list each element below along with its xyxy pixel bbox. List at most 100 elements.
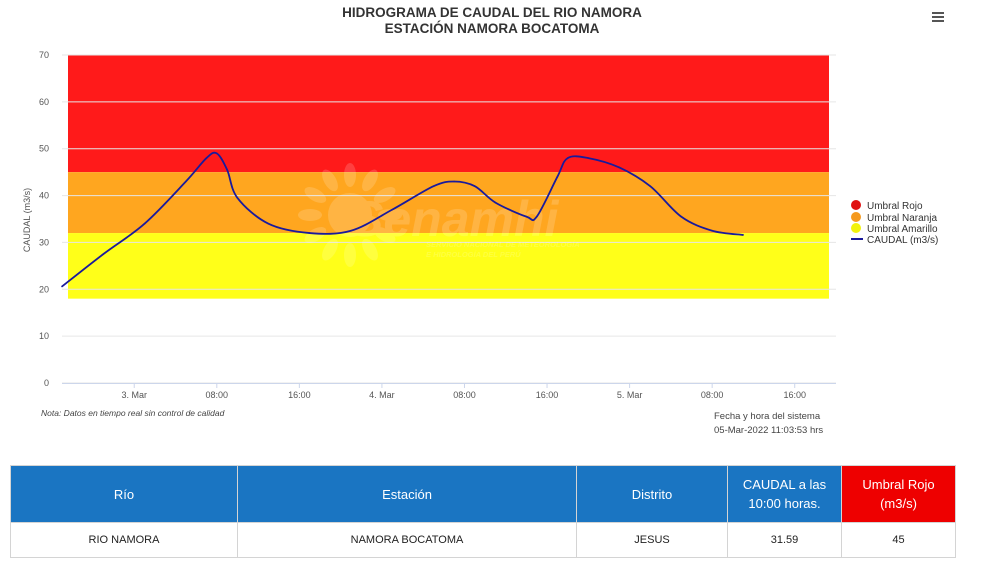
watermark-line-1: SERVICIO NACIONAL DE METEOROLOGÍA [426, 240, 580, 249]
cell-estacion: NAMORA BOCATOMA [237, 522, 577, 558]
cell-distrito: JESUS [576, 522, 728, 558]
chart-title-line-2: ESTACIÓN NAMORA BOCATOMA [384, 21, 600, 36]
series-layer [61, 151, 744, 288]
sun-ray [322, 169, 338, 192]
sun-ray [344, 243, 356, 267]
header-estacion: Estación [237, 465, 577, 523]
x-tick-label: 08:00 [701, 390, 724, 400]
data-point[interactable] [236, 197, 239, 199]
data-point[interactable] [226, 169, 228, 171]
sun-ray [373, 227, 396, 243]
sun-ray [298, 209, 322, 221]
hydrograph-chart: Senamhi SERVICIO NACIONAL DE METEOROLOGÍ… [22, 50, 836, 400]
chart-title-line-1: HIDROGRAMA DE CAUDAL DEL RIO NAMORA [342, 5, 642, 20]
data-quality-note: Nota: Datos en tiempo real sin control d… [41, 408, 225, 418]
yellow-dot-icon [851, 223, 861, 233]
senamhi-watermark: Senamhi SERVICIO NACIONAL DE METEOROLOGÍ… [298, 163, 580, 267]
data-point[interactable] [587, 157, 590, 159]
data-point[interactable] [494, 201, 497, 204]
x-tick-label: 16:00 [288, 390, 311, 400]
header-rio: Río [10, 465, 238, 523]
data-point[interactable] [525, 215, 528, 218]
legend-item-umbral-naranja[interactable]: Umbral Naranja [851, 211, 938, 224]
data-point[interactable] [102, 253, 105, 255]
cell-umbral-rojo: 45 [841, 522, 956, 558]
data-point[interactable] [556, 176, 559, 178]
sun-ray [344, 163, 356, 187]
legend-item-umbral-amarillo[interactable]: Umbral Amarillo [851, 223, 938, 235]
legend-label: Umbral Amarillo [867, 224, 938, 235]
table-row: RIO NAMORA NAMORA BOCATOMA JESUS 31.59 4… [10, 522, 956, 558]
legend-label: CAUDAL (m3/s) [867, 234, 939, 246]
data-point[interactable] [205, 157, 208, 159]
legend-item-caudal[interactable]: CAUDAL (m3/s) [851, 235, 938, 247]
header-caudal: CAUDAL a las 10:00 horas. [727, 465, 842, 523]
data-point[interactable] [474, 185, 476, 187]
line-marker-icon [851, 237, 863, 240]
data-point[interactable] [742, 234, 744, 236]
data-point[interactable] [350, 229, 352, 232]
legend-label: Umbral Rojo [867, 201, 923, 212]
data-point[interactable] [618, 166, 621, 169]
y-tick-label: 40 [39, 191, 49, 201]
sun-ray [362, 238, 378, 261]
orange-dot-icon [851, 211, 861, 222]
watermark-line-2: E HIDROLOGÍA DEL PERÚ [426, 250, 521, 259]
x-tick-label: 3. Mar [121, 390, 147, 400]
data-point[interactable] [308, 232, 311, 234]
x-tick-label: 4. Mar [369, 390, 395, 400]
data-point[interactable] [185, 180, 187, 183]
y-tick-label: 50 [39, 144, 49, 154]
data-point[interactable] [61, 285, 63, 288]
y-tick-label: 10 [39, 331, 49, 341]
sun-logo-icon [298, 163, 402, 267]
threshold-bands [68, 55, 829, 299]
red-dot-icon [851, 200, 861, 210]
x-tick-label: 16:00 [536, 390, 559, 400]
cell-rio: RIO NAMORA [10, 522, 238, 558]
data-point[interactable] [432, 185, 435, 187]
legend-item-umbral-rojo[interactable]: Umbral Rojo [851, 200, 938, 212]
data-point[interactable] [535, 215, 538, 218]
header-umbral-rojo: Umbral Rojo (m3/s) [841, 465, 956, 523]
data-point[interactable] [267, 222, 270, 225]
data-point[interactable] [649, 185, 652, 187]
sun-ray [362, 169, 378, 192]
y-tick-label: 70 [39, 50, 49, 60]
chart-title: HIDROGRAMA DE CAUDAL DEL RIO NAMORA ESTA… [232, 5, 752, 37]
watermark-brand: Senamhi [350, 191, 560, 247]
system-time-value: 05-Mar-2022 11:03:53 hrs [714, 425, 824, 436]
y-tick-label: 30 [39, 237, 49, 247]
y-tick-label: 0 [44, 378, 49, 388]
sun-ray [378, 209, 402, 221]
band-umbral-amarillo [68, 233, 829, 299]
x-tick-label: 08:00 [206, 390, 229, 400]
system-time: Fecha y hora del sistema 05-Mar-2022 11:… [714, 410, 823, 438]
station-table: Río Estación Distrito CAUDAL a las 10:00… [10, 465, 956, 558]
band-umbral-rojo [68, 55, 829, 173]
series-line-caudal[interactable] [61, 151, 744, 288]
cell-caudal: 31.59 [727, 522, 842, 558]
system-time-label: Fecha y hora del sistema [714, 411, 821, 422]
y-axis-label: CAUDAL (m3/s) [22, 188, 32, 252]
data-point[interactable] [680, 215, 682, 218]
table-header-row: Río Estación Distrito CAUDAL a las 10:00… [10, 465, 956, 523]
y-tick-label: 20 [39, 284, 49, 294]
hamburger-menu-icon[interactable] [927, 8, 949, 26]
header-distrito: Distrito [576, 465, 728, 523]
x-tick-label: 16:00 [783, 390, 806, 400]
data-point[interactable] [216, 152, 218, 155]
x-tick-label: 08:00 [453, 390, 476, 400]
data-point[interactable] [453, 180, 455, 183]
sun-ray [373, 187, 396, 203]
chart-legend: Umbral Rojo Umbral Naranja Umbral Amaril… [851, 200, 938, 246]
sun-ray [322, 238, 338, 261]
sun-ray [304, 187, 327, 203]
data-point[interactable] [711, 229, 713, 232]
data-point[interactable] [143, 222, 146, 225]
data-point[interactable] [566, 157, 569, 159]
legend-label: Umbral Naranja [867, 212, 938, 224]
data-point[interactable] [391, 208, 394, 211]
x-tick-label: 5. Mar [617, 390, 643, 400]
